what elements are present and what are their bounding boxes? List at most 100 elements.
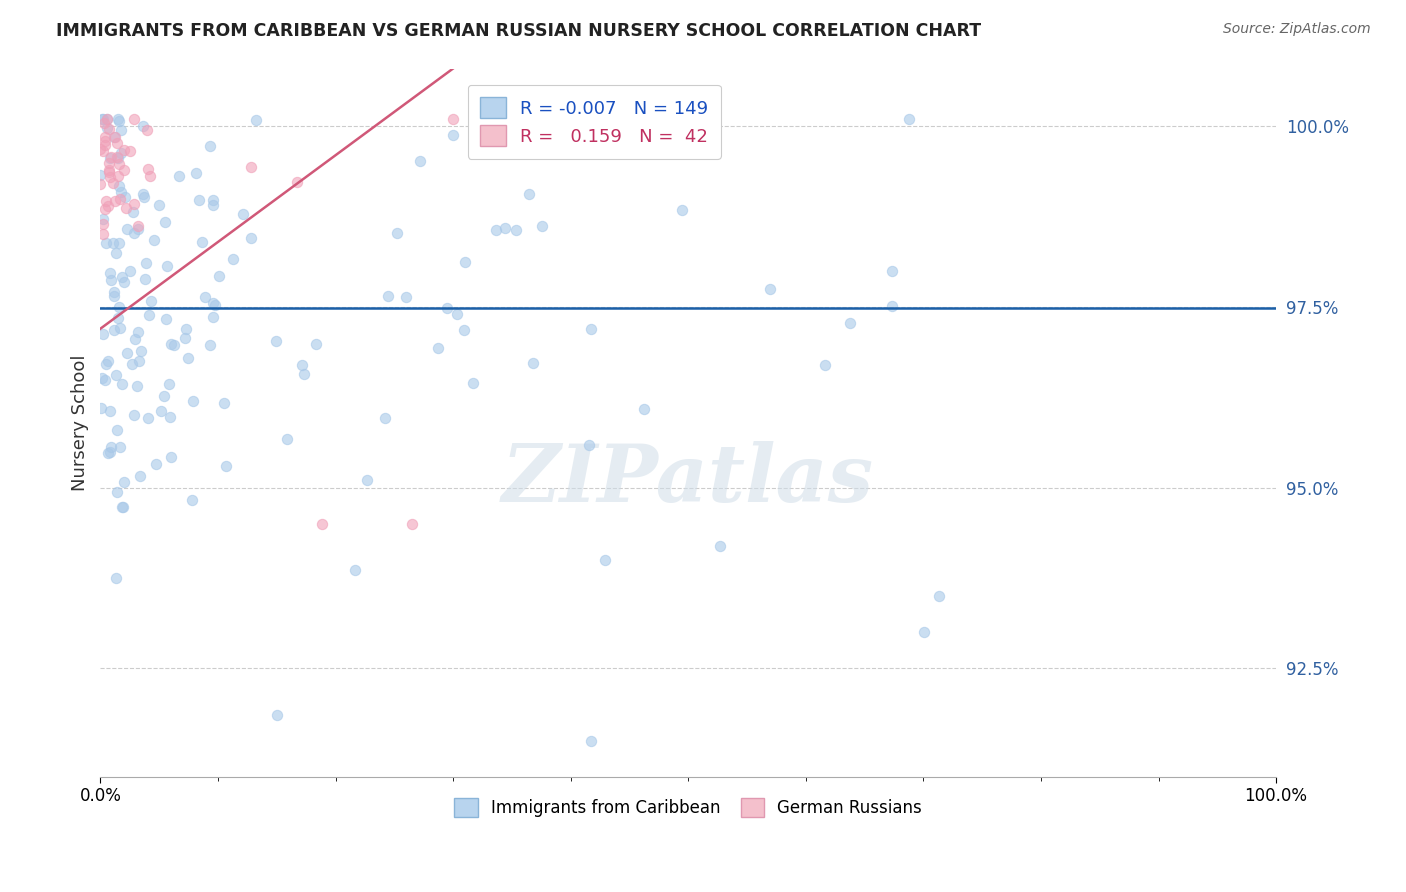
Point — [505, 222, 527, 236]
Point — [453, 322, 475, 336]
Point — [122, 409, 145, 423]
Point — [127, 325, 149, 339]
Point — [122, 197, 145, 211]
Point — [112, 275, 135, 289]
Point — [212, 396, 235, 410]
Point — [377, 289, 399, 303]
Point — [142, 234, 165, 248]
Point — [198, 139, 221, 153]
Point — [709, 539, 731, 553]
Point — [264, 334, 287, 348]
Y-axis label: Nursery School: Nursery School — [72, 354, 89, 491]
Point — [107, 112, 129, 127]
Point — [160, 450, 183, 464]
Point — [91, 144, 114, 158]
Point — [132, 186, 155, 201]
Point — [118, 264, 141, 278]
Point — [138, 169, 160, 184]
Point — [581, 733, 603, 747]
Point — [356, 473, 378, 487]
Point — [110, 145, 132, 160]
Point — [167, 169, 190, 183]
Point — [127, 219, 149, 233]
Point — [132, 190, 155, 204]
Point — [311, 516, 333, 531]
Point — [94, 137, 117, 152]
Point — [880, 264, 903, 278]
Point — [578, 438, 600, 452]
Point — [138, 308, 160, 322]
Point — [174, 330, 197, 344]
Point — [115, 202, 138, 216]
Point — [136, 411, 159, 425]
Point — [97, 354, 120, 368]
Point — [409, 153, 432, 168]
Legend: Immigrants from Caribbean, German Russians: Immigrants from Caribbean, German Russia… — [446, 789, 931, 825]
Point — [232, 207, 254, 221]
Point — [898, 112, 921, 127]
Point — [149, 404, 172, 418]
Point — [198, 337, 221, 351]
Point — [187, 193, 209, 207]
Point — [276, 432, 298, 446]
Point — [155, 215, 177, 229]
Point — [98, 266, 121, 280]
Point — [204, 298, 226, 312]
Point — [103, 285, 125, 299]
Point — [245, 113, 267, 128]
Point — [104, 130, 127, 145]
Point — [112, 475, 135, 489]
Point — [94, 202, 117, 216]
Point — [928, 589, 950, 603]
Point — [94, 357, 117, 371]
Point — [100, 272, 122, 286]
Point — [121, 205, 143, 219]
Point — [135, 123, 157, 137]
Point — [436, 301, 458, 316]
Point — [201, 198, 224, 212]
Point — [201, 193, 224, 207]
Point — [145, 457, 167, 471]
Point — [184, 166, 207, 180]
Point — [127, 222, 149, 236]
Point — [174, 321, 197, 335]
Point — [441, 112, 464, 127]
Point — [125, 379, 148, 393]
Point — [395, 290, 418, 304]
Point — [427, 341, 450, 355]
Point — [91, 112, 114, 127]
Point — [759, 281, 782, 295]
Point — [96, 121, 118, 136]
Point — [98, 162, 121, 177]
Point — [839, 316, 862, 330]
Point — [214, 458, 236, 473]
Point — [108, 235, 131, 250]
Point — [98, 169, 121, 184]
Point — [671, 203, 693, 218]
Point — [112, 162, 135, 177]
Point — [266, 707, 288, 722]
Point — [239, 231, 262, 245]
Text: ZIPatlas: ZIPatlas — [502, 441, 875, 518]
Point — [105, 136, 128, 150]
Point — [91, 212, 114, 227]
Point — [129, 469, 152, 483]
Point — [98, 445, 121, 459]
Point — [118, 144, 141, 158]
Point — [160, 337, 183, 351]
Point — [285, 176, 308, 190]
Point — [177, 351, 200, 365]
Point — [114, 190, 136, 204]
Point — [813, 358, 835, 372]
Point — [111, 377, 134, 392]
Point — [454, 255, 477, 269]
Point — [107, 169, 129, 183]
Point — [100, 150, 122, 164]
Point — [139, 293, 162, 308]
Text: Source: ZipAtlas.com: Source: ZipAtlas.com — [1223, 22, 1371, 37]
Point — [190, 235, 212, 250]
Point — [530, 219, 553, 233]
Point — [103, 130, 125, 145]
Point — [155, 311, 177, 326]
Point — [104, 194, 127, 208]
